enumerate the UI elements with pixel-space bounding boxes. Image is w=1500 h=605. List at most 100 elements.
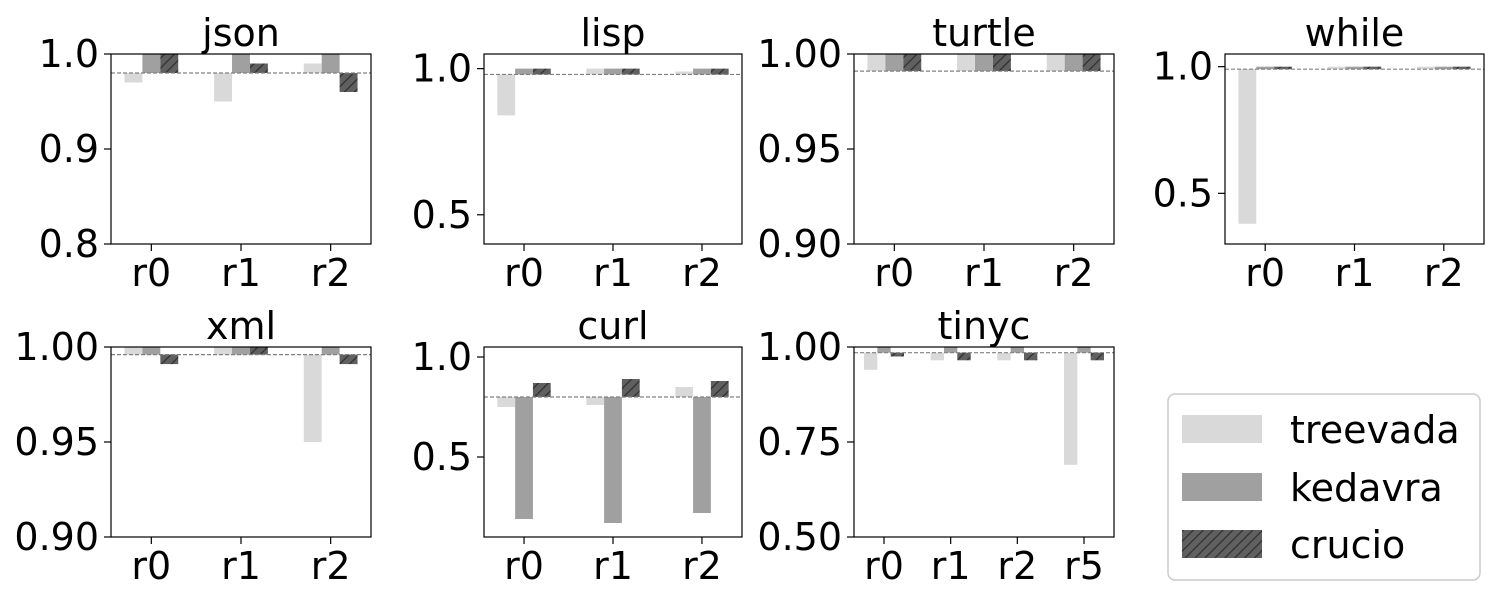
bar-kedavra-r2	[693, 68, 711, 75]
x-tick-label-r1: r1	[931, 544, 971, 588]
plot-frame	[853, 53, 1115, 245]
y-tick-label: 1.0	[39, 32, 99, 76]
bar-treevada-r2	[1417, 66, 1435, 70]
x-tick-label-r2: r2	[311, 251, 351, 295]
x-tick-label-r2: r2	[1424, 251, 1464, 295]
y-tick-label: 1.0	[412, 47, 472, 91]
bar-kedavra-r5	[1077, 347, 1091, 353]
x-tick-label-r2: r2	[997, 544, 1037, 588]
bar-kedavra-r2	[321, 54, 340, 73]
bar-crucio-r0	[890, 352, 904, 357]
panel-title: curl	[577, 304, 648, 348]
legend-swatch-kedavra	[1182, 473, 1262, 501]
bar-treevada-r2	[303, 354, 322, 442]
bar-treevada-r0	[497, 397, 516, 407]
bar-kedavra-r0	[515, 68, 533, 75]
bar-crucio-r5	[1090, 352, 1104, 361]
panel-title: xml	[206, 304, 276, 348]
legend-label-treevada: treevada	[1290, 408, 1460, 452]
bar-treevada-r2	[675, 71, 694, 75]
bar-kedavra-r1	[232, 347, 250, 355]
bar-kedavra-r0	[877, 347, 891, 353]
y-tick-label: 0.9	[39, 127, 99, 171]
legend-swatch-crucio	[1182, 530, 1262, 558]
y-tick-label: 1.00	[757, 325, 842, 369]
bar-treevada-r2	[997, 352, 1011, 361]
bar-treevada-r1	[1327, 66, 1346, 70]
bar-kedavra-r1	[975, 54, 993, 72]
bar-kedavra-r0	[885, 54, 904, 72]
y-tick-label: 1.00	[757, 32, 842, 76]
chart-panel-while: 0.5 1.0 r0 r1 r2 while	[1153, 11, 1485, 295]
y-tick-label: 0.95	[14, 420, 99, 464]
legend-entry-0: treevada	[1182, 408, 1460, 452]
bar-treevada-r2	[303, 63, 322, 73]
bar-kedavra-r1	[1345, 66, 1364, 70]
bar-treevada-r2	[675, 387, 694, 397]
bar-treevada-r5	[1064, 352, 1078, 465]
chart-panel-lisp: 0.5 1.0 r0 r1 r2 lisp	[412, 11, 743, 295]
plot-frame	[1224, 53, 1485, 245]
x-tick-label-r0: r0	[1245, 251, 1285, 295]
bar-kedavra-r2	[1010, 347, 1024, 353]
bar-treevada-r0	[867, 54, 886, 72]
bar-crucio-r2	[339, 354, 358, 365]
legend-swatch-treevada	[1182, 415, 1262, 443]
bar-kedavra-r2	[693, 397, 711, 513]
chart-panel-xml: 0.90 0.95 1.00 r0 r1 r2 xml	[14, 304, 372, 588]
plot-frame	[110, 53, 372, 245]
bar-kedavra-r2	[1434, 66, 1453, 70]
y-tick-label: 1.0	[412, 335, 472, 379]
chart-panel-turtle: 0.90 0.95 1.00 r0 r1 r2 turtle	[757, 11, 1115, 295]
bar-treevada-r1	[586, 68, 605, 75]
x-tick-label-r2: r2	[682, 544, 722, 588]
bar-treevada-r0	[497, 74, 516, 116]
y-tick-label: 0.95	[757, 127, 842, 171]
y-tick-label: 1.00	[14, 325, 99, 369]
bar-kedavra-r1	[232, 54, 250, 73]
y-tick-label: 0.90	[14, 515, 99, 559]
bar-crucio-r0	[1274, 66, 1292, 70]
plot-frame	[483, 53, 743, 245]
chart-panel-curl: 0.5 1.0 r0 r1 r2 curl	[412, 304, 743, 588]
bar-crucio-r2	[710, 381, 729, 397]
bar-crucio-r1	[249, 347, 268, 355]
bar-treevada-r2	[1046, 54, 1065, 72]
bar-crucio-r2	[339, 73, 358, 92]
legend-label-crucio: crucio	[1290, 523, 1405, 567]
y-tick-label: 0.5	[412, 435, 472, 479]
legend: treevada kedavra crucio	[1167, 393, 1481, 581]
x-tick-label-r1: r1	[964, 251, 1004, 295]
x-tick-label-r0: r0	[874, 251, 914, 295]
bar-crucio-r1	[957, 352, 971, 361]
chart-panel-json: 0.8 0.9 1.0 r0 r1 r2 json	[39, 11, 372, 295]
bar-kedavra-r2	[321, 347, 340, 355]
bar-crucio-r1	[992, 54, 1011, 72]
y-tick-label: 0.50	[757, 515, 842, 559]
y-tick-label: 0.75	[757, 420, 842, 464]
legend-label-kedavra: kedavra	[1290, 466, 1443, 510]
plot-frame	[110, 346, 372, 538]
x-tick-label-r0: r0	[504, 544, 544, 588]
bar-crucio-r1	[621, 379, 640, 397]
bar-treevada-r1	[586, 397, 605, 405]
x-tick-label-r1: r1	[221, 251, 261, 295]
bar-kedavra-r2	[1064, 54, 1083, 72]
bar-treevada-r1	[957, 54, 976, 72]
x-tick-label-r2: r2	[311, 544, 351, 588]
bar-kedavra-r1	[944, 347, 958, 353]
bar-treevada-r0	[864, 352, 878, 370]
bar-treevada-r0	[124, 73, 143, 83]
bar-kedavra-r1	[604, 397, 622, 523]
bar-crucio-r2	[1024, 352, 1038, 361]
bar-treevada-r0	[1238, 69, 1257, 224]
chart-panel-tinyc: 0.50 0.75 1.00 r0 r1 r2 r5 tinyc	[757, 304, 1115, 588]
bar-kedavra-r1	[604, 68, 622, 75]
y-tick-label: 0.90	[757, 222, 842, 266]
bar-treevada-r0	[124, 347, 143, 355]
y-tick-label: 0.8	[39, 222, 99, 266]
panel-title: turtle	[932, 11, 1035, 55]
